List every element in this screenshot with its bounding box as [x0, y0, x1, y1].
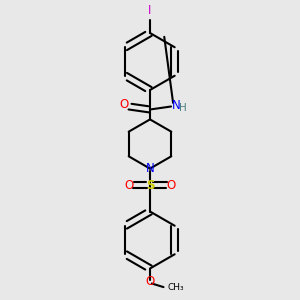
Text: I: I: [148, 4, 152, 17]
Text: O: O: [167, 178, 176, 192]
Text: O: O: [146, 275, 154, 288]
Text: CH₃: CH₃: [167, 283, 184, 292]
Text: N: N: [146, 162, 154, 175]
Text: N: N: [171, 99, 180, 112]
Text: O: O: [120, 98, 129, 112]
Text: S: S: [146, 178, 154, 192]
Text: O: O: [124, 178, 134, 192]
Text: H: H: [178, 103, 186, 113]
